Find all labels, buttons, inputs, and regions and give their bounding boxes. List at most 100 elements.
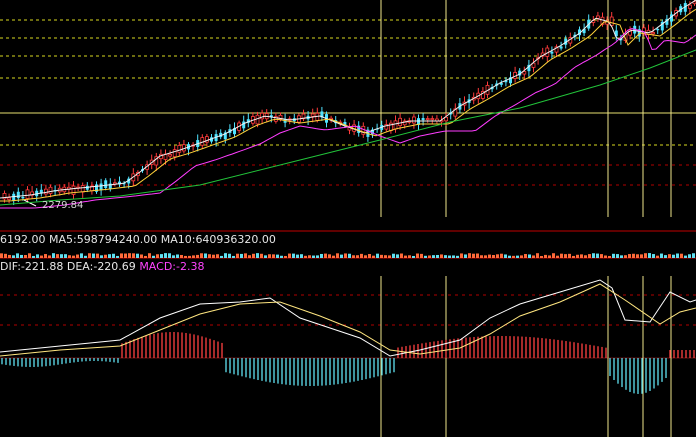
candle-body	[21, 196, 25, 199]
candle-body	[504, 80, 508, 83]
volume-legend: 6192.00 MA5:598794240.00 MA10:640936320.…	[0, 233, 276, 246]
candle-body	[554, 46, 559, 53]
volume-bar	[16, 253, 19, 258]
candle-body	[104, 180, 108, 188]
volume-bar	[368, 254, 371, 258]
candle-body	[118, 181, 121, 185]
volume-bar	[8, 254, 11, 258]
volume-bar	[676, 253, 679, 258]
moving-averages	[0, 0, 696, 209]
volume-bar	[116, 255, 119, 258]
volume-bar	[168, 253, 171, 258]
volume-bar	[560, 253, 563, 258]
volume-bar	[140, 254, 143, 258]
volume-bar	[492, 255, 495, 258]
volume-bar	[664, 255, 667, 258]
volume-bar	[60, 254, 63, 258]
candle-body	[582, 28, 586, 34]
volume-bar	[660, 253, 663, 258]
volume-bar	[0, 253, 3, 258]
volume-bar	[276, 254, 279, 258]
volume-bar	[212, 254, 215, 258]
volume-bar	[32, 255, 35, 258]
candle-body	[665, 18, 669, 25]
volume-value: 6192.00	[0, 233, 46, 246]
volume-bar	[344, 253, 347, 258]
candle-body	[578, 29, 581, 36]
ma10-value: 640936320.00	[195, 233, 276, 246]
volume-bar	[28, 253, 31, 258]
candle-body	[16, 191, 20, 199]
volume-bar	[460, 253, 463, 258]
volume-bar	[356, 255, 359, 258]
candle-body	[269, 115, 273, 118]
volume-bar	[636, 254, 639, 258]
volume-bar	[640, 254, 643, 258]
candle-body	[30, 191, 35, 196]
volume-bar	[240, 253, 243, 258]
dea-label: DEA:	[66, 260, 94, 273]
volume-bar	[576, 254, 579, 258]
volume-bar	[396, 254, 399, 258]
volume-bar	[624, 255, 627, 258]
volume-bar	[328, 254, 331, 258]
volume-bar	[336, 253, 339, 258]
volume-bar	[468, 253, 471, 258]
candle-body	[301, 113, 306, 120]
volume-bar	[384, 255, 387, 258]
candle-body	[384, 124, 389, 130]
volume-bar	[320, 253, 323, 258]
dif-label: DIF:	[0, 260, 21, 273]
candle-body	[172, 149, 177, 158]
volume-bar	[56, 254, 59, 258]
candle-body	[402, 120, 407, 126]
volume-bar	[244, 253, 247, 258]
volume-bar	[192, 255, 195, 258]
dea-line	[0, 283, 696, 357]
volume-bar	[536, 253, 539, 258]
volume-bar	[392, 253, 395, 258]
candle-body	[499, 82, 503, 85]
candle-body	[411, 116, 416, 124]
volume-bar	[156, 254, 159, 258]
volume-bar	[528, 254, 531, 258]
volume-bar	[372, 255, 375, 258]
volume-bar	[132, 253, 135, 258]
low-price-label: 2279.84	[42, 200, 84, 211]
volume-bar	[448, 255, 451, 258]
volume-bar	[680, 253, 683, 258]
volume-bar	[188, 255, 191, 258]
volume-bar	[36, 254, 39, 258]
candle-body	[522, 71, 527, 75]
volume-bar	[516, 255, 519, 258]
candle-body	[614, 30, 618, 37]
volume-bar	[260, 253, 263, 258]
candle-body	[559, 46, 563, 49]
candle-body	[25, 189, 30, 199]
volume-bar	[40, 255, 43, 258]
candle-body	[398, 117, 403, 127]
volume-bar	[104, 254, 107, 258]
candle-body	[480, 91, 485, 99]
candle-body	[444, 116, 449, 122]
volume-bar	[376, 253, 379, 258]
volume-bar	[96, 253, 99, 258]
volume-bar	[88, 253, 91, 258]
candle-body	[7, 197, 11, 200]
volume-bar	[464, 254, 467, 258]
volume-bar	[380, 254, 383, 258]
candle-body	[108, 183, 112, 189]
volume-bar	[224, 253, 227, 258]
volume-bar	[684, 255, 687, 258]
volume-bar	[508, 255, 511, 258]
volume-bar	[272, 254, 275, 258]
candle-body	[430, 118, 435, 121]
volume-bar	[288, 253, 291, 258]
volume-bar	[512, 255, 515, 258]
volume-bar	[148, 253, 151, 258]
candle-body	[683, 3, 687, 12]
candle-body	[425, 118, 430, 121]
volume-bar	[72, 255, 75, 258]
volume-bar	[616, 254, 619, 258]
volume-bar	[216, 254, 219, 258]
